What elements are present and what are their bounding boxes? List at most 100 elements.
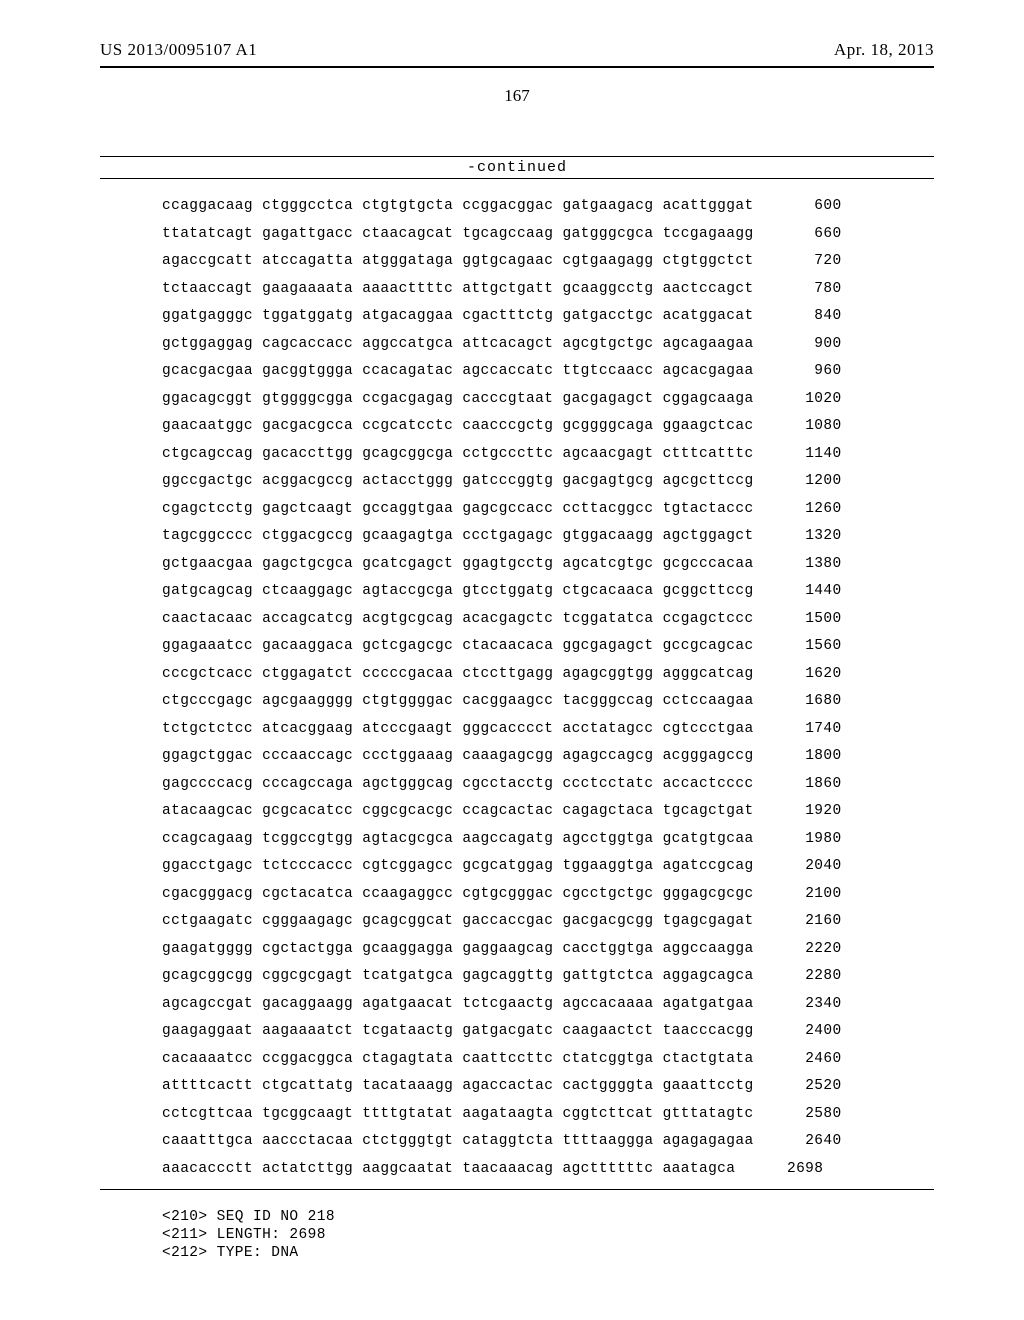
sequence-position: 1620 xyxy=(772,667,842,682)
sequence-groups: caactacaac accagcatcg acgtgcgcag acacgag… xyxy=(162,612,754,627)
sequence-row: atacaagcac gcgcacatcc cggcgcacgc ccagcac… xyxy=(162,804,934,819)
sequence-row: gaagaggaat aagaaaatct tcgataactg gatgacg… xyxy=(162,1024,934,1039)
sequence-position: 1500 xyxy=(772,612,842,627)
sequence-position: 2460 xyxy=(772,1052,842,1067)
sequence-row: cccgctcacc ctggagatct cccccgacaa ctccttg… xyxy=(162,667,934,682)
sequence-row: ctgcccgagc agcgaagggg ctgtggggac cacggaa… xyxy=(162,694,934,709)
sequence-position: 1440 xyxy=(772,584,842,599)
sequence-listing: ccaggacaag ctgggcctca ctgtgtgcta ccggacg… xyxy=(162,199,934,1176)
sequence-row: ggccgactgc acggacgccg actacctggg gatcccg… xyxy=(162,474,934,489)
sequence-position: 1020 xyxy=(772,392,842,407)
sequence-groups: ggagaaatcc gacaaggaca gctcgagcgc ctacaac… xyxy=(162,639,754,654)
publication-number: US 2013/0095107 A1 xyxy=(100,40,257,60)
sequence-groups: attttcactt ctgcattatg tacataaagg agaccac… xyxy=(162,1079,754,1094)
metadata-line: <210> SEQ ID NO 218 xyxy=(162,1208,934,1226)
sequence-position: 780 xyxy=(772,282,842,297)
sequence-position: 2040 xyxy=(772,859,842,874)
sequence-row: gctggaggag cagcaccacc aggccatgca attcaca… xyxy=(162,337,934,352)
sequence-groups: ggacctgagc tctcccaccc cgtcggagcc gcgcatg… xyxy=(162,859,754,874)
sequence-groups: ctgcagccag gacaccttgg gcagcggcga cctgccc… xyxy=(162,447,754,462)
page-header: US 2013/0095107 A1 Apr. 18, 2013 xyxy=(100,40,934,64)
sequence-groups: ggatgagggc tggatggatg atgacaggaa cgacttt… xyxy=(162,309,754,324)
sequence-groups: cctgaagatc cgggaagagc gcagcggcat gaccacc… xyxy=(162,914,754,929)
header-rule xyxy=(100,66,934,68)
sequence-groups: gagccccacg cccagccaga agctgggcag cgcctac… xyxy=(162,777,754,792)
sequence-groups: gatgcagcag ctcaaggagc agtaccgcga gtcctgg… xyxy=(162,584,754,599)
sequence-groups: cgagctcctg gagctcaagt gccaggtgaa gagcgcc… xyxy=(162,502,754,517)
sequence-position: 1200 xyxy=(772,474,842,489)
sequence-row: gagccccacg cccagccaga agctgggcag cgcctac… xyxy=(162,777,934,792)
sequence-position: 720 xyxy=(772,254,842,269)
sequence-row: caactacaac accagcatcg acgtgcgcag acacgag… xyxy=(162,612,934,627)
sequence-groups: gaacaatggc gacgacgcca ccgcatcctc caacccg… xyxy=(162,419,754,434)
sequence-row: ccagcagaag tcggccgtgg agtacgcgca aagccag… xyxy=(162,832,934,847)
sequence-end-rule xyxy=(100,1189,934,1190)
sequence-groups: ctgcccgagc agcgaagggg ctgtggggac cacggaa… xyxy=(162,694,754,709)
sequence-position: 660 xyxy=(772,227,842,242)
sequence-groups: ccaggacaag ctgggcctca ctgtgtgcta ccggacg… xyxy=(162,199,754,214)
sequence-groups: tctgctctcc atcacggaag atcccgaagt gggcacc… xyxy=(162,722,754,737)
sequence-row: cacaaaatcc ccggacggca ctagagtata caattcc… xyxy=(162,1052,934,1067)
sequence-row: gctgaacgaa gagctgcgca gcatcgagct ggagtgc… xyxy=(162,557,934,572)
patent-page: US 2013/0095107 A1 Apr. 18, 2013 167 -co… xyxy=(0,0,1024,1320)
sequence-row: ggacagcggt gtggggcgga ccgacgagag cacccgt… xyxy=(162,392,934,407)
sequence-groups: gaagatgggg cgctactgga gcaaggagga gaggaag… xyxy=(162,942,754,957)
sequence-position: 2220 xyxy=(772,942,842,957)
sequence-groups: tctaaccagt gaagaaaata aaaacttttc attgctg… xyxy=(162,282,754,297)
sequence-groups: cccgctcacc ctggagatct cccccgacaa ctccttg… xyxy=(162,667,754,682)
sequence-position: 2640 xyxy=(772,1134,842,1149)
sequence-position: 1920 xyxy=(772,804,842,819)
sequence-row: cgagctcctg gagctcaagt gccaggtgaa gagcgcc… xyxy=(162,502,934,517)
sequence-position: 1740 xyxy=(772,722,842,737)
continued-label: -continued xyxy=(100,159,934,176)
sequence-row: gatgcagcag ctcaaggagc agtaccgcga gtcctgg… xyxy=(162,584,934,599)
sequence-groups: cgacgggacg cgctacatca ccaagaggcc cgtgcgg… xyxy=(162,887,754,902)
sequence-groups: agcagccgat gacaggaagg agatgaacat tctcgaa… xyxy=(162,997,754,1012)
sequence-row: attttcactt ctgcattatg tacataaagg agaccac… xyxy=(162,1079,934,1094)
sequence-position: 960 xyxy=(772,364,842,379)
sequence-position: 1860 xyxy=(772,777,842,792)
sequence-position: 1980 xyxy=(772,832,842,847)
sequence-groups: atacaagcac gcgcacatcc cggcgcacgc ccagcac… xyxy=(162,804,754,819)
sequence-row: caaatttgca aaccctacaa ctctgggtgt cataggt… xyxy=(162,1134,934,1149)
sequence-position: 1260 xyxy=(772,502,842,517)
sequence-row: aaacaccctt actatcttgg aaggcaatat taacaaa… xyxy=(162,1162,934,1177)
sequence-position: 840 xyxy=(772,309,842,324)
sequence-groups: ggagctggac cccaaccagc ccctggaaag caaagag… xyxy=(162,749,754,764)
sequence-position: 1800 xyxy=(772,749,842,764)
sequence-row: tagcggcccc ctggacgccg gcaagagtga ccctgag… xyxy=(162,529,934,544)
sequence-row: ggagctggac cccaaccagc ccctggaaag caaagag… xyxy=(162,749,934,764)
sequence-row: ggacctgagc tctcccaccc cgtcggagcc gcgcatg… xyxy=(162,859,934,874)
sequence-row: tctaaccagt gaagaaaata aaaacttttc attgctg… xyxy=(162,282,934,297)
sequence-position: 1380 xyxy=(772,557,842,572)
sequence-position: 2580 xyxy=(772,1107,842,1122)
sequence-row: ctgcagccag gacaccttgg gcagcggcga cctgccc… xyxy=(162,447,934,462)
sequence-groups: gctgaacgaa gagctgcgca gcatcgagct ggagtgc… xyxy=(162,557,754,572)
sequence-row: agaccgcatt atccagatta atgggataga ggtgcag… xyxy=(162,254,934,269)
sequence-groups: aaacaccctt actatcttgg aaggcaatat taacaaa… xyxy=(162,1162,735,1177)
sequence-position: 1560 xyxy=(772,639,842,654)
sequence-groups: cctcgttcaa tgcggcaagt ttttgtatat aagataa… xyxy=(162,1107,754,1122)
sequence-groups: gcacgacgaa gacggtggga ccacagatac agccacc… xyxy=(162,364,754,379)
sequence-row: agcagccgat gacaggaagg agatgaacat tctcgaa… xyxy=(162,997,934,1012)
sequence-groups: cacaaaatcc ccggacggca ctagagtata caattcc… xyxy=(162,1052,754,1067)
sequence-groups: ggccgactgc acggacgccg actacctggg gatcccg… xyxy=(162,474,754,489)
sequence-position: 1140 xyxy=(772,447,842,462)
sequence-groups: gcagcggcgg cggcgcgagt tcatgatgca gagcagg… xyxy=(162,969,754,984)
sequence-row: gcagcggcgg cggcgcgagt tcatgatgca gagcagg… xyxy=(162,969,934,984)
sequence-row: gaacaatggc gacgacgcca ccgcatcctc caacccg… xyxy=(162,419,934,434)
continued-rule-top xyxy=(100,156,934,157)
publication-date: Apr. 18, 2013 xyxy=(834,40,934,60)
sequence-row: ggagaaatcc gacaaggaca gctcgagcgc ctacaac… xyxy=(162,639,934,654)
sequence-position: 600 xyxy=(772,199,842,214)
sequence-groups: gctggaggag cagcaccacc aggccatgca attcaca… xyxy=(162,337,754,352)
sequence-row: gcacgacgaa gacggtggga ccacagatac agccacc… xyxy=(162,364,934,379)
sequence-row: gaagatgggg cgctactgga gcaaggagga gaggaag… xyxy=(162,942,934,957)
metadata-line: <212> TYPE: DNA xyxy=(162,1244,934,1262)
sequence-groups: gaagaggaat aagaaaatct tcgataactg gatgacg… xyxy=(162,1024,754,1039)
sequence-position: 2340 xyxy=(772,997,842,1012)
sequence-metadata: <210> SEQ ID NO 218<211> LENGTH: 2698<21… xyxy=(162,1208,934,1262)
sequence-position: 2280 xyxy=(772,969,842,984)
sequence-position: 1080 xyxy=(772,419,842,434)
sequence-groups: caaatttgca aaccctacaa ctctgggtgt cataggt… xyxy=(162,1134,754,1149)
